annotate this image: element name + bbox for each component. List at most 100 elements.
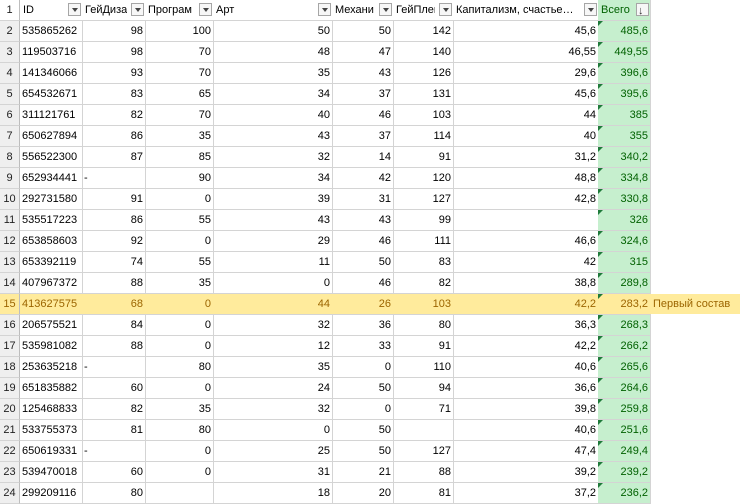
cell-mechanics[interactable]: 37 [332,126,394,147]
cell-id[interactable]: 535981082 [20,336,83,357]
filter-dropdown-icon[interactable] [439,3,452,16]
cell-capitalism[interactable]: 38,8 [453,273,599,294]
cell-programming[interactable]: 0 [145,294,214,315]
cell-programming[interactable]: 55 [145,252,214,273]
cell-programming[interactable]: 70 [145,63,214,84]
cell-id[interactable]: 535517223 [20,210,83,231]
cell-mechanics[interactable]: 37 [332,84,394,105]
cell-capitalism[interactable]: 48,8 [453,168,599,189]
cell-gamedesign[interactable]: - [82,441,146,462]
cell-programming[interactable]: 65 [145,84,214,105]
cell-art[interactable]: 32 [213,147,333,168]
row-number[interactable]: 4 [0,63,20,84]
cell-total[interactable]: 249,4 [598,441,651,462]
row-number[interactable]: 3 [0,42,20,63]
cell-gameplay[interactable]: 80 [393,315,454,336]
cell-total[interactable]: 268,3 [598,315,651,336]
row-number[interactable]: 8 [0,147,20,168]
cell-id[interactable]: 651835882 [20,378,83,399]
cell-id[interactable]: 119503716 [20,42,83,63]
row-number[interactable]: 24 [0,483,20,504]
cell-id[interactable]: 292731580 [20,189,83,210]
cell-mechanics[interactable]: 46 [332,231,394,252]
cell-capitalism[interactable]: 29,6 [453,63,599,84]
cell-programming[interactable]: 35 [145,399,214,420]
cell-gamedesign[interactable]: 98 [82,42,146,63]
cell-id[interactable]: 556522300 [20,147,83,168]
cell-art[interactable]: 50 [213,21,333,42]
cell-mechanics[interactable]: 43 [332,210,394,231]
cell-gamedesign[interactable]: 86 [82,126,146,147]
cell-id[interactable]: 141346066 [20,63,83,84]
cell-programming[interactable]: 0 [145,378,214,399]
row-number[interactable]: 9 [0,168,20,189]
cell-id[interactable]: 539470018 [20,462,83,483]
cell-total[interactable]: 289,8 [598,273,651,294]
cell-mechanics[interactable]: 50 [332,441,394,462]
filter-dropdown-icon[interactable] [318,3,331,16]
column-header-art[interactable]: Арт [213,0,333,21]
cell-gameplay[interactable]: 103 [393,105,454,126]
cell-gameplay[interactable]: 88 [393,462,454,483]
cell-capitalism[interactable]: 40,6 [453,420,599,441]
cell-note[interactable]: Первый состав [650,294,740,314]
cell-programming[interactable]: 0 [145,441,214,462]
row-number[interactable]: 20 [0,399,20,420]
cell-gamedesign[interactable]: 83 [82,84,146,105]
cell-art[interactable]: 24 [213,378,333,399]
cell-mechanics[interactable]: 50 [332,21,394,42]
cell-gameplay[interactable]: 94 [393,378,454,399]
row-number[interactable]: 16 [0,315,20,336]
cell-programming[interactable]: 70 [145,42,214,63]
cell-mechanics[interactable]: 50 [332,420,394,441]
row-number[interactable]: 18 [0,357,20,378]
cell-total[interactable]: 355 [598,126,651,147]
cell-capitalism[interactable]: 46,6 [453,231,599,252]
cell-gamedesign[interactable]: 87 [82,147,146,168]
cell-total[interactable]: 396,6 [598,63,651,84]
cell-gameplay[interactable]: 120 [393,168,454,189]
cell-id[interactable]: 125468833 [20,399,83,420]
cell-mechanics[interactable]: 20 [332,483,394,504]
cell-art[interactable]: 40 [213,105,333,126]
row-number[interactable]: 2 [0,21,20,42]
cell-programming[interactable]: 90 [145,168,214,189]
column-header-gameplay[interactable]: ГейПлей [393,0,454,21]
column-header-id[interactable]: ID [20,0,83,21]
column-header-gamedesign[interactable]: ГейДиза [82,0,146,21]
cell-programming[interactable]: 85 [145,147,214,168]
cell-total[interactable]: 330,8 [598,189,651,210]
cell-mechanics[interactable]: 43 [332,63,394,84]
cell-capitalism[interactable]: 42,2 [453,294,599,315]
cell-art[interactable]: 32 [213,399,333,420]
cell-gameplay[interactable]: 82 [393,273,454,294]
cell-gamedesign[interactable]: 60 [82,378,146,399]
cell-total[interactable]: 239,2 [598,462,651,483]
cell-gameplay[interactable]: 140 [393,42,454,63]
cell-total[interactable]: 324,6 [598,231,651,252]
cell-gamedesign[interactable]: - [82,357,146,378]
cell-gamedesign[interactable]: 84 [82,315,146,336]
filter-dropdown-icon[interactable] [131,3,144,16]
cell-gameplay[interactable]: 111 [393,231,454,252]
cell-gameplay[interactable]: 91 [393,336,454,357]
row-number[interactable]: 22 [0,441,20,462]
cell-total[interactable]: 326 [598,210,651,231]
cell-mechanics[interactable]: 0 [332,357,394,378]
cell-id[interactable]: 206575521 [20,315,83,336]
cell-art[interactable]: 43 [213,210,333,231]
cell-gamedesign[interactable]: 88 [82,336,146,357]
filter-dropdown-icon[interactable] [68,3,81,16]
cell-mechanics[interactable]: 50 [332,378,394,399]
cell-gamedesign[interactable]: 68 [82,294,146,315]
cell-capitalism[interactable]: 36,3 [453,315,599,336]
cell-programming[interactable]: 0 [145,462,214,483]
row-number[interactable]: 23 [0,462,20,483]
cell-art[interactable]: 39 [213,189,333,210]
column-header-total[interactable]: Всего [598,0,651,21]
cell-art[interactable]: 11 [213,252,333,273]
cell-capitalism[interactable]: 40,6 [453,357,599,378]
cell-mechanics[interactable]: 46 [332,273,394,294]
cell-capitalism[interactable]: 42,2 [453,336,599,357]
cell-art[interactable]: 44 [213,294,333,315]
